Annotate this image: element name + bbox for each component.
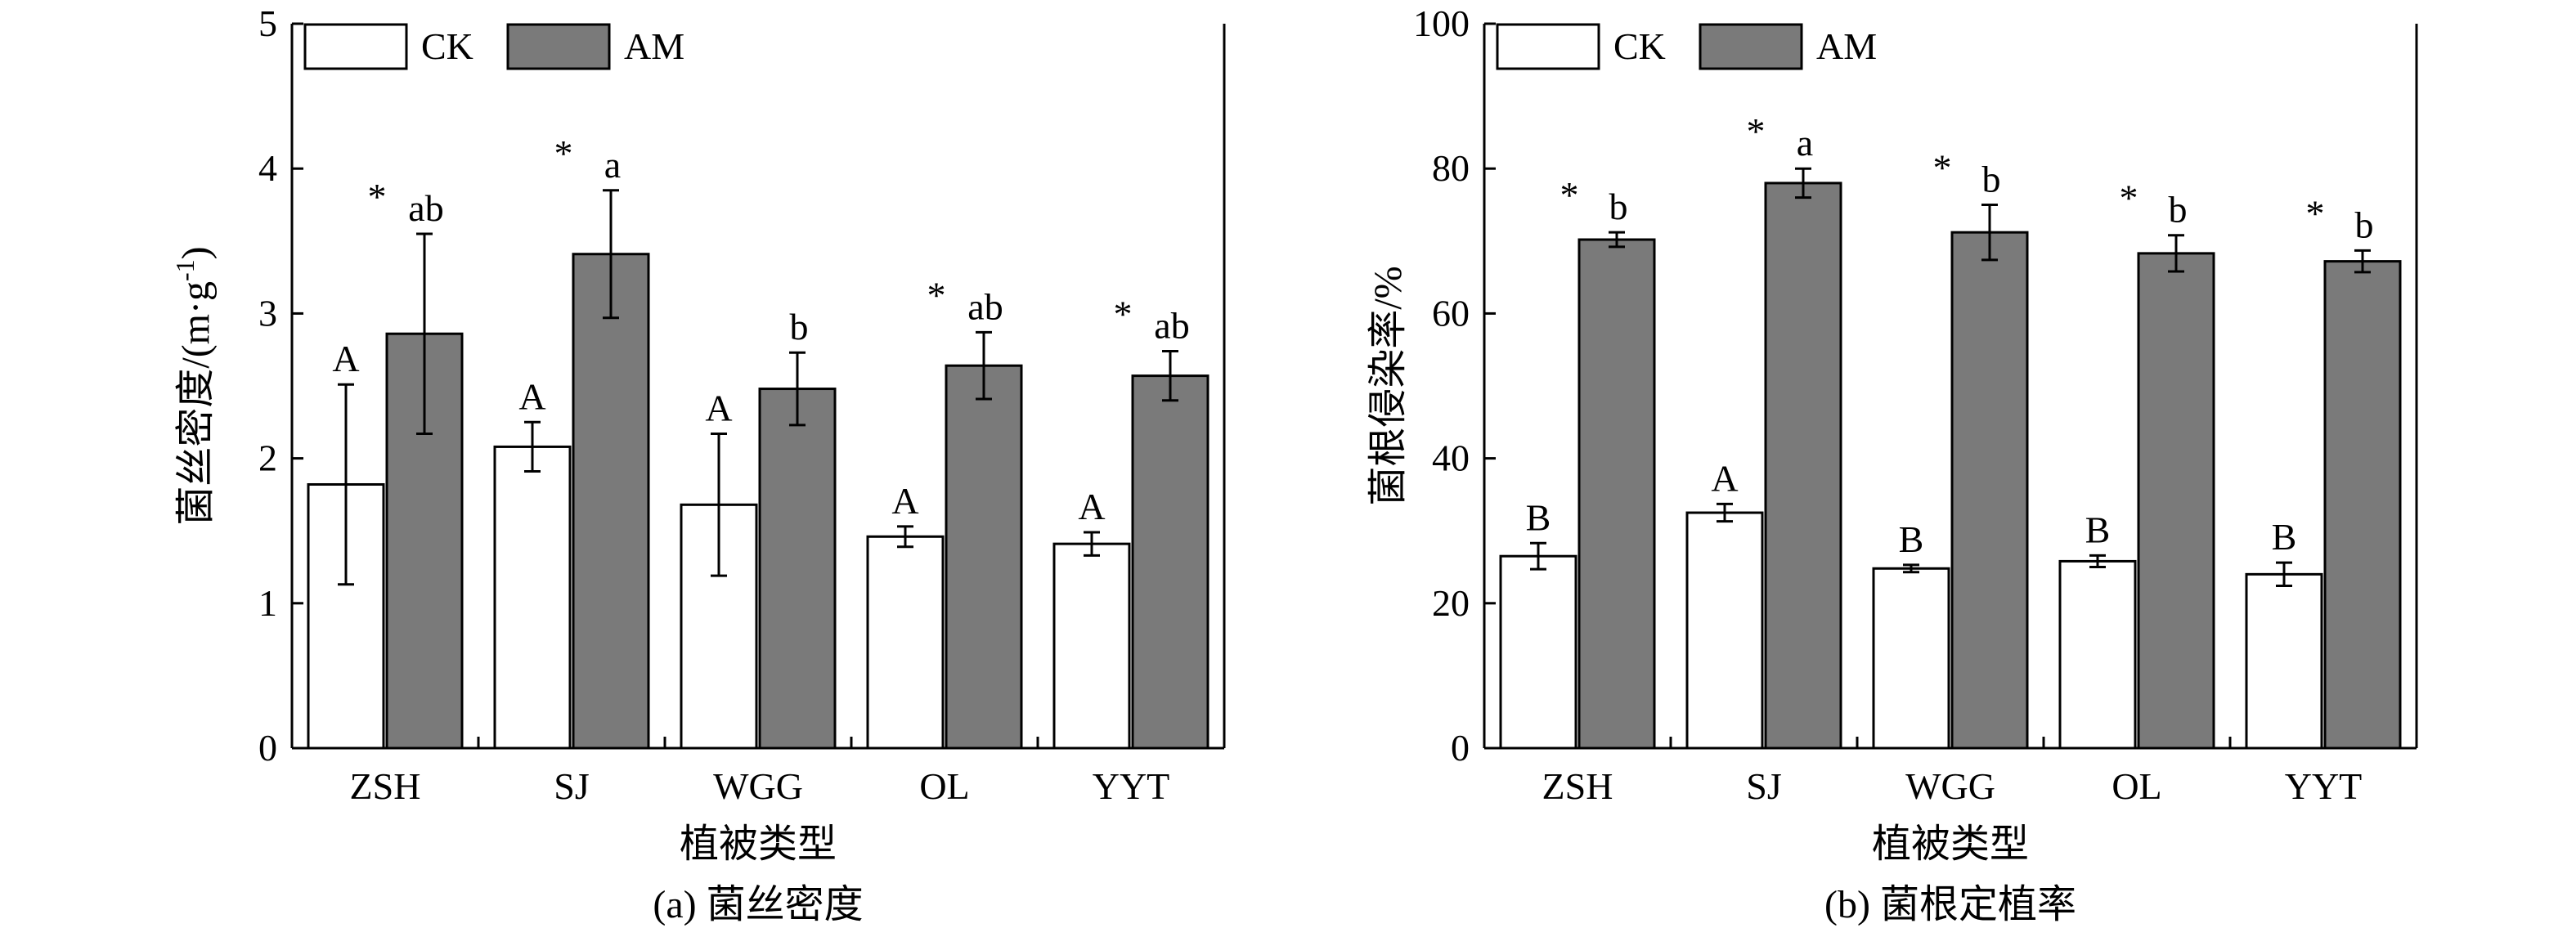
y-tick-label: 2: [258, 437, 277, 479]
legend-swatch-am: [1699, 23, 1803, 70]
legend-swatch-am: [506, 23, 611, 70]
legend-label-ck: CK: [421, 25, 473, 67]
x-category-label: ZSH: [350, 765, 421, 807]
bar-am: [1764, 182, 1842, 750]
significance-label: A: [891, 480, 918, 522]
x-category-label: SJ: [554, 765, 589, 807]
y-tick-label: 60: [1432, 292, 1470, 334]
y-axis-title-end: ): [174, 246, 218, 259]
legend-label-ck: CK: [1613, 25, 1666, 67]
significance-label: B: [1526, 496, 1551, 538]
legend-swatch-ck: [1496, 23, 1600, 70]
x-axis-title: 植被类型: [1872, 823, 2029, 866]
y-axis-title: 菌根侵染率/%: [1367, 266, 1410, 505]
significance-label: ab: [1154, 304, 1189, 346]
bar-am: [758, 388, 837, 750]
y-tick-label: 0: [1451, 727, 1470, 769]
y-tick-label: 1: [258, 582, 277, 624]
significance-label: b: [790, 306, 809, 347]
bar-am: [945, 364, 1023, 750]
significance-label: ab: [967, 285, 1003, 327]
significance-label: a: [1797, 122, 1813, 164]
significance-star: *: [927, 274, 946, 316]
bar-ck: [2058, 559, 2137, 750]
y-tick-label: 5: [258, 2, 277, 44]
x-category-label: ZSH: [1542, 765, 1613, 807]
legend-swatch-ck: [303, 23, 408, 70]
y-tick-label: 40: [1432, 437, 1470, 479]
y-axis-title: 菌丝密度/(m·g-1): [170, 246, 218, 525]
y-tick-label: 0: [258, 727, 277, 769]
y-axis-title-sup: -1: [170, 259, 200, 281]
x-category-label: OL: [2112, 765, 2161, 807]
bar-ck: [1052, 542, 1131, 750]
x-category-label: OL: [919, 765, 969, 807]
bar-am: [2323, 260, 2402, 750]
bar-ck: [1872, 567, 1950, 750]
significance-star: *: [1747, 110, 1766, 152]
y-tick-label: 3: [258, 292, 277, 334]
significance-star: *: [2120, 177, 2138, 219]
significance-label: B: [2272, 516, 2297, 558]
bar-ck: [1499, 554, 1577, 750]
y-tick-label: 80: [1432, 147, 1470, 189]
x-category-label: WGG: [713, 765, 803, 807]
significance-label: b: [1609, 186, 1628, 227]
significance-label: A: [518, 375, 545, 417]
legend-label-am: AM: [624, 25, 684, 67]
chart-a-hyphal-density: 0 1 2 3 4 5 ZSH SJ WGG OL YYT A A A A Aab * a * b ab * ab * CK AM…: [170, 2, 1226, 926]
significance-star: *: [1560, 174, 1579, 216]
chart-caption: (b) 菌根定植率: [1824, 883, 2076, 926]
bar-ck: [2245, 572, 2323, 750]
y-axis-title-main: 菌根侵染率/%: [1367, 266, 1410, 505]
chart-caption: (a) 菌丝密度: [653, 883, 863, 926]
significance-label: A: [1711, 457, 1738, 499]
chart-b-colonization-rate: 0 20 40 60 80 100 ZSH SJ WGG OL YYT B A B B Bb * a * b * b * b *…: [1367, 2, 2418, 926]
significance-label: b: [1982, 159, 2001, 200]
bar-ck: [866, 535, 945, 750]
bar-ck: [307, 482, 385, 750]
bar-am: [572, 253, 650, 750]
significance-label: B: [1899, 518, 1924, 560]
bar-ck: [1685, 511, 1764, 750]
significance-star: *: [2306, 192, 2325, 234]
significance-label: a: [604, 144, 621, 186]
significance-label: b: [2355, 204, 2374, 245]
x-category-label: WGG: [1905, 765, 1995, 807]
legend-label-am: AM: [1816, 25, 1877, 67]
x-category-label: YYT: [1093, 765, 1170, 807]
y-tick-label: 20: [1432, 582, 1470, 624]
bar-am: [1131, 374, 1209, 750]
significance-star: *: [1114, 293, 1133, 334]
significance-star: *: [554, 132, 573, 174]
x-category-label: SJ: [1746, 765, 1781, 807]
significance-star: *: [1933, 147, 1952, 189]
y-tick-label: 4: [258, 147, 277, 189]
significance-label: b: [2169, 189, 2188, 231]
x-category-label: YYT: [2285, 765, 2363, 807]
significance-label: B: [2085, 509, 2111, 550]
significance-label: A: [1078, 486, 1105, 527]
significance-label: A: [705, 387, 732, 428]
significance-label: ab: [408, 187, 443, 229]
bar-am: [1577, 238, 1656, 750]
bar-ck: [493, 445, 572, 750]
significance-star: *: [368, 176, 387, 217]
bar-am: [1950, 231, 2029, 750]
x-axis-title: 植被类型: [680, 823, 837, 866]
bar-am: [2137, 252, 2215, 750]
y-axis-title-main: 菌丝密度/(m·g: [174, 281, 218, 526]
y-tick-label: 100: [1413, 2, 1470, 44]
significance-label: A: [332, 338, 359, 379]
